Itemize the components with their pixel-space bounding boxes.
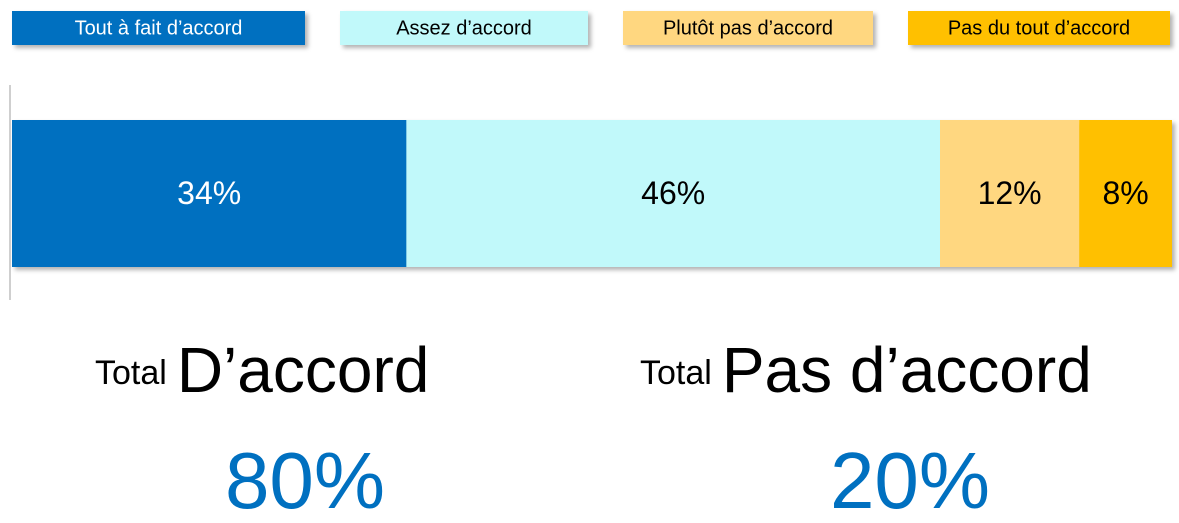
data-label: 46%	[641, 175, 705, 211]
legend-label: Plutôt pas d’accord	[663, 17, 833, 39]
total-value: 80%	[225, 436, 385, 523]
bar-group	[12, 120, 1172, 267]
data-label: 8%	[1102, 175, 1148, 211]
bar-segment	[1079, 120, 1172, 267]
total-heading: Total Pas d’accord	[640, 334, 1092, 406]
data-label: 12%	[978, 175, 1042, 211]
bar-segment	[940, 120, 1080, 267]
total-heading: Total D’accord	[95, 334, 429, 406]
data-label: 34%	[177, 175, 241, 211]
total-name: Pas d’accord	[722, 334, 1092, 406]
total-name: D’accord	[177, 334, 430, 406]
bar-segment	[406, 120, 940, 267]
legend-swatch	[623, 11, 873, 45]
legend-label: Tout à fait d’accord	[75, 17, 243, 39]
total-prefix: Total	[640, 354, 712, 392]
bar-segment	[12, 120, 407, 267]
total-value: 20%	[830, 436, 990, 523]
legend-swatch	[12, 11, 305, 45]
total-prefix: Total	[95, 354, 167, 392]
legend-swatch	[908, 11, 1170, 45]
legend-label: Assez d’accord	[396, 17, 532, 39]
legend-label: Pas du tout d’accord	[948, 17, 1130, 39]
legend-swatch	[340, 11, 588, 45]
